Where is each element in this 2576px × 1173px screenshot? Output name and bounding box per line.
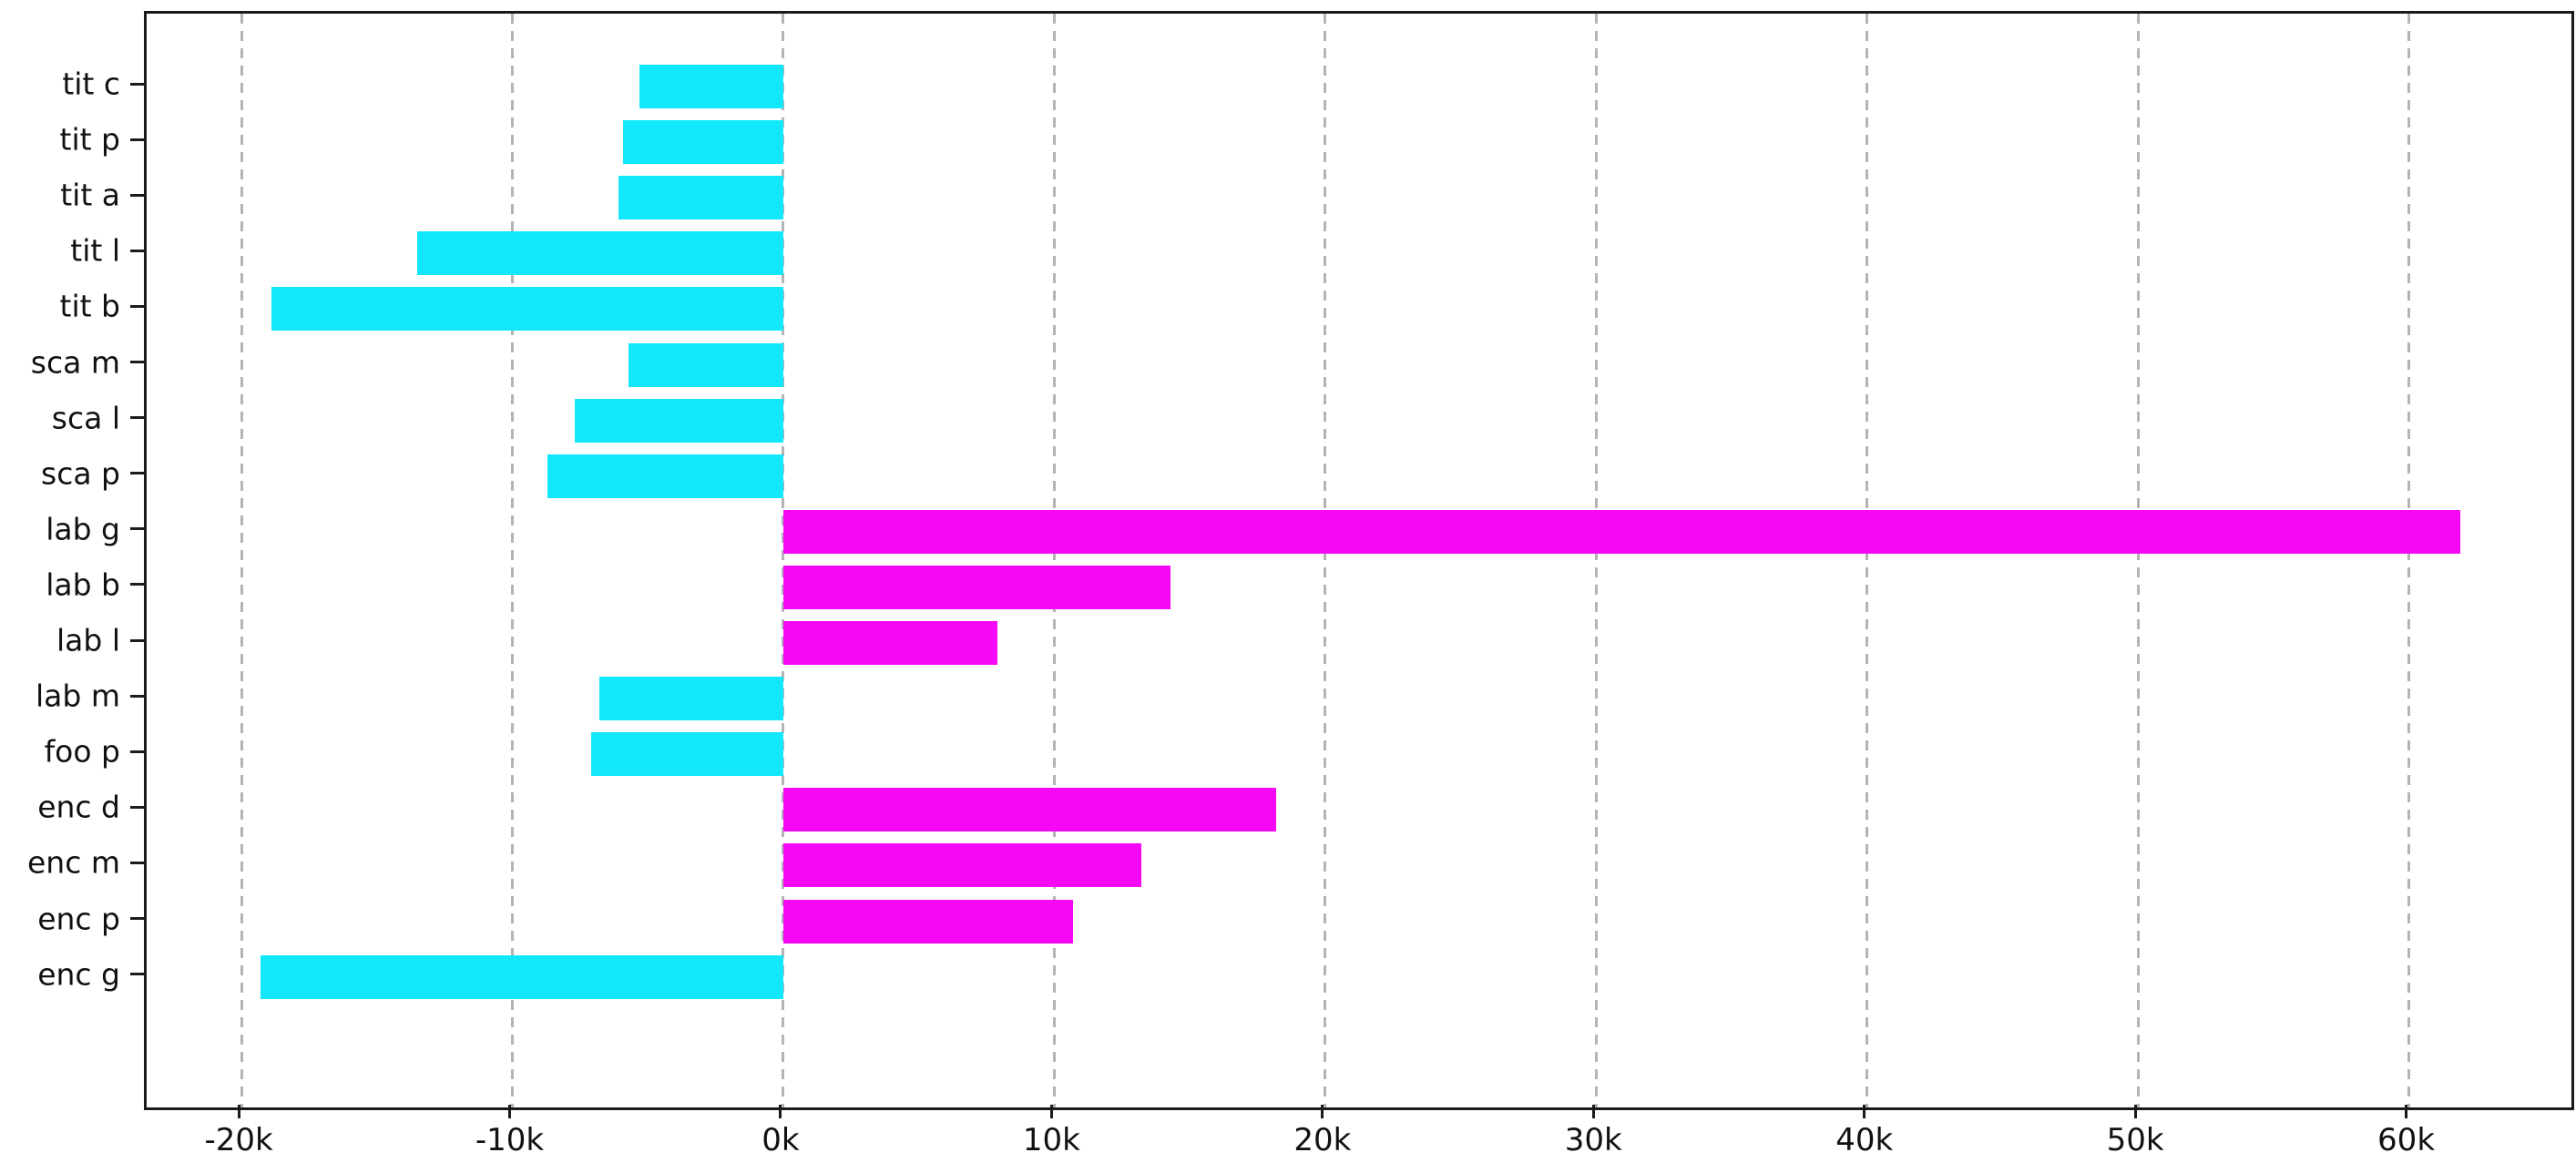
bar-tit-c (639, 65, 783, 108)
y-tick-label: sca l (51, 400, 120, 436)
y-tick-label: enc p (37, 901, 120, 936)
y-tick-label: enc m (27, 844, 120, 881)
y-tick-label: lab g (46, 511, 120, 547)
y-tick-mark (130, 583, 144, 586)
y-tick-mark (130, 193, 144, 197)
x-tick-label: 10k (1022, 1122, 1080, 1158)
bar-enc-g (260, 954, 783, 999)
y-tick-label: sca p (41, 455, 120, 492)
y-tick-mark (130, 694, 144, 698)
x-tick-mark (2405, 1105, 2408, 1118)
y-tick-mark (130, 361, 144, 363)
y-tick-label: tit a (60, 177, 120, 213)
grid-line (2136, 14, 2140, 1107)
bar-lab-l (782, 621, 997, 665)
bar-lab-b (782, 565, 1171, 609)
grid-line (240, 14, 243, 1107)
x-tick-label: 60k (2377, 1122, 2436, 1158)
x-tick-mark (1591, 1105, 1595, 1118)
plot-area (144, 11, 2574, 1110)
bar-tit-a (618, 176, 783, 220)
y-tick-label: lab m (36, 678, 120, 714)
y-tick-label: sca m (30, 344, 120, 380)
x-tick-mark (237, 1105, 240, 1118)
y-tick-mark (130, 805, 144, 809)
x-tick-mark (2133, 1105, 2137, 1118)
y-tick-mark (130, 304, 144, 308)
y-tick-mark (130, 638, 144, 642)
x-tick-label: 0k (762, 1122, 800, 1158)
x-tick-label: 20k (1293, 1122, 1352, 1158)
y-tick-mark (130, 861, 144, 864)
bar-enc-m (782, 843, 1141, 888)
bar-foo-p (590, 732, 783, 777)
grid-line (782, 14, 785, 1107)
x-tick-mark (779, 1105, 782, 1118)
y-tick-mark (130, 138, 144, 141)
y-tick-label: enc g (37, 956, 120, 993)
x-tick-mark (1863, 1105, 1866, 1118)
y-tick-label: tit p (59, 121, 120, 158)
grid-line (1866, 14, 1869, 1107)
y-tick-label: tit b (59, 288, 120, 324)
grid-line (511, 14, 515, 1107)
bar-sca-l (574, 398, 783, 443)
x-tick-label: 50k (2106, 1122, 2164, 1158)
y-tick-mark (130, 82, 144, 86)
x-tick-label: 40k (1835, 1122, 1894, 1158)
y-tick-label: tit l (70, 232, 120, 269)
x-tick-mark (1321, 1105, 1324, 1118)
y-tick-mark (130, 917, 144, 920)
y-tick-label: lab b (46, 566, 120, 603)
bar-enc-p (782, 899, 1074, 944)
bar-sca-p (547, 454, 783, 498)
bar-tit-b (271, 287, 783, 332)
y-tick-mark (130, 973, 144, 976)
y-tick-mark (130, 472, 144, 475)
x-tick-mark (1049, 1105, 1053, 1118)
y-tick-mark (130, 750, 144, 753)
x-tick-label: 30k (1564, 1122, 1622, 1158)
bar-lab-m (598, 677, 783, 721)
y-tick-label: foo p (44, 733, 120, 770)
x-tick-mark (508, 1105, 512, 1118)
grid-line (1324, 14, 1327, 1107)
x-tick-label: -20k (204, 1122, 273, 1158)
bar-lab-g (782, 509, 2461, 554)
bar-enc-d (782, 788, 1277, 832)
y-tick-label: tit c (62, 66, 120, 102)
grid-line (1052, 14, 1056, 1107)
y-tick-label: enc d (37, 789, 120, 825)
y-tick-label: lab l (56, 622, 120, 658)
y-tick-mark (130, 527, 144, 531)
bar-sca-m (629, 342, 783, 387)
grid-line (1594, 14, 1598, 1107)
bar-tit-p (623, 120, 783, 165)
grid-line (2407, 14, 2411, 1107)
bar-tit-l (417, 231, 783, 276)
y-tick-mark (130, 416, 144, 420)
y-tick-mark (130, 249, 144, 252)
x-tick-label: -10k (475, 1122, 545, 1158)
